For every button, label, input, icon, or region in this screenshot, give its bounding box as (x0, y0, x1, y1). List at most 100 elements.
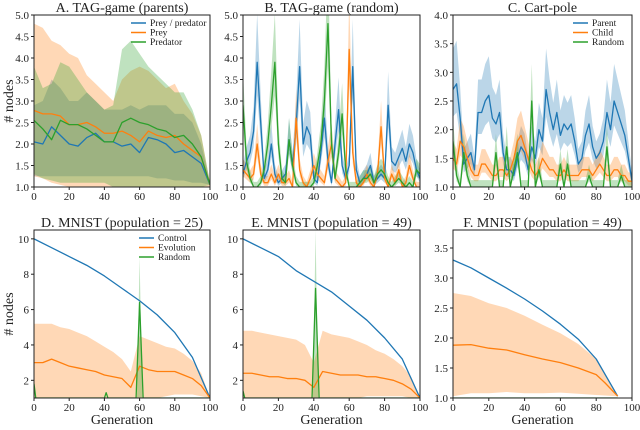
x-tick-label: 20 (64, 191, 76, 203)
x-tick-label: 0 (31, 402, 37, 414)
y-tick-label: 1.0 (434, 182, 448, 194)
y-tick-label: 10 (227, 234, 239, 246)
y-tick-label: 3.5 (15, 75, 29, 87)
axes-frame (242, 229, 421, 399)
y-tick-label: 8 (233, 269, 239, 281)
x-tick-label: 0 (450, 191, 456, 203)
band-1 (243, 15, 420, 186)
x-tick-label: 60 (344, 191, 356, 203)
legend-label: Predator (150, 38, 183, 48)
y-tick-label: 1.5 (15, 161, 29, 173)
y-tick-label: 2.5 (434, 96, 448, 108)
axes-frame (452, 229, 633, 399)
panel-title: B. TAG-game (random) (264, 1, 399, 16)
y-tick-label: 3.5 (434, 39, 448, 51)
y-tick-label: 8 (24, 269, 30, 281)
x-tick-label: 60 (555, 402, 567, 414)
series-line-2 (453, 343, 619, 397)
x-tick-label: 40 (519, 402, 531, 414)
plot-area (453, 259, 619, 398)
series-line-1 (34, 126, 210, 186)
series-line-2 (34, 358, 210, 398)
y-tick-label: 1.5 (434, 153, 448, 165)
x-tick-label: 100 (412, 191, 429, 203)
y-tick-label: 3.5 (434, 243, 448, 255)
y-tick-label: 2 (233, 375, 239, 387)
y-tick-label: 1.5 (434, 363, 448, 375)
panel-title: C. Cart-pole (508, 1, 577, 16)
series-line-3 (34, 301, 210, 398)
x-tick-label: 60 (134, 402, 146, 414)
y-tick-label: 4 (24, 340, 30, 352)
series-line-1 (453, 259, 619, 397)
y-tick-label: 2.5 (434, 303, 448, 315)
y-tick-label: 1.0 (434, 393, 448, 405)
axes-frame (33, 229, 211, 399)
series-line-1 (34, 238, 210, 398)
y-tick-label: 3.5 (224, 75, 238, 87)
plot-area (243, 230, 420, 398)
x-axis-label: Generation (300, 413, 362, 426)
y-tick-label: 4.0 (224, 53, 238, 65)
y-tick-label: 1.0 (15, 182, 29, 194)
legend-label: Control (158, 234, 187, 244)
y-tick-label: 2.0 (434, 125, 448, 137)
x-tick-label: 80 (379, 402, 391, 414)
x-tick-label: 20 (273, 402, 285, 414)
plot-area (34, 238, 210, 398)
y-tick-label: 6 (233, 305, 239, 317)
x-tick-label: 20 (483, 402, 495, 414)
band-1 (453, 40, 632, 186)
x-tick-label: 80 (379, 191, 391, 203)
x-tick-label: 20 (273, 191, 285, 203)
plot-area (453, 40, 632, 187)
y-axis-label: # nodes (2, 292, 17, 335)
x-tick-label: 80 (169, 191, 181, 203)
y-tick-label: 3.0 (434, 273, 448, 285)
x-tick-label: 40 (99, 402, 111, 414)
y-tick-label: 1.5 (224, 161, 238, 173)
panel-4: 0 20 40 60 80 100 2 4 6 8 10 D. MNIST (population =… (2, 216, 219, 428)
legend-label: Random (158, 253, 191, 263)
series-line-2 (243, 370, 420, 398)
x-tick-label: 40 (308, 402, 320, 414)
panel-3: 0 20 40 60 80 100 1.0 1.5 2.0 2.5 3.0 3.5 4.0 C. Cart… (434, 1, 640, 203)
series-line-1 (453, 83, 632, 182)
y-tick-label: 3.0 (224, 96, 238, 108)
x-tick-label: 40 (308, 191, 320, 203)
band-2 (34, 323, 210, 398)
legend-label: Prey / predator (150, 19, 207, 29)
x-tick-label: 60 (555, 191, 567, 203)
x-axis-label: Generation (511, 413, 573, 426)
y-tick-label: 1.0 (224, 182, 238, 194)
band-2 (243, 330, 420, 398)
y-tick-label: 4.0 (15, 53, 29, 65)
y-tick-label: 6 (24, 305, 30, 317)
panel-title: E. MNIST (population = 49) (251, 216, 412, 231)
y-tick-label: 3.0 (15, 96, 29, 108)
x-tick-label: 40 (519, 191, 531, 203)
y-tick-label: 2.0 (434, 333, 448, 345)
x-tick-label: 0 (240, 402, 246, 414)
legend-label: Evolution (158, 244, 196, 254)
x-tick-label: 0 (450, 402, 456, 414)
x-tick-label: 100 (412, 402, 429, 414)
x-tick-label: 100 (202, 402, 219, 414)
y-tick-label: 4 (233, 340, 239, 352)
legend-label: Child (592, 29, 613, 39)
y-tick-label: 4.0 (434, 10, 448, 22)
series-line-3 (243, 22, 420, 187)
band-2 (453, 293, 618, 397)
series-line-2 (453, 134, 632, 182)
x-tick-label: 80 (591, 402, 603, 414)
legend-label: Parent (592, 19, 617, 29)
plot-area (34, 23, 210, 187)
y-tick-label: 10 (18, 234, 30, 246)
x-tick-label: 80 (169, 402, 181, 414)
series-line-1 (243, 61, 420, 184)
legend-label: Random (592, 38, 625, 48)
x-tick-label: 0 (31, 191, 37, 203)
x-tick-label: 100 (624, 402, 640, 414)
plot-area (243, 15, 420, 187)
